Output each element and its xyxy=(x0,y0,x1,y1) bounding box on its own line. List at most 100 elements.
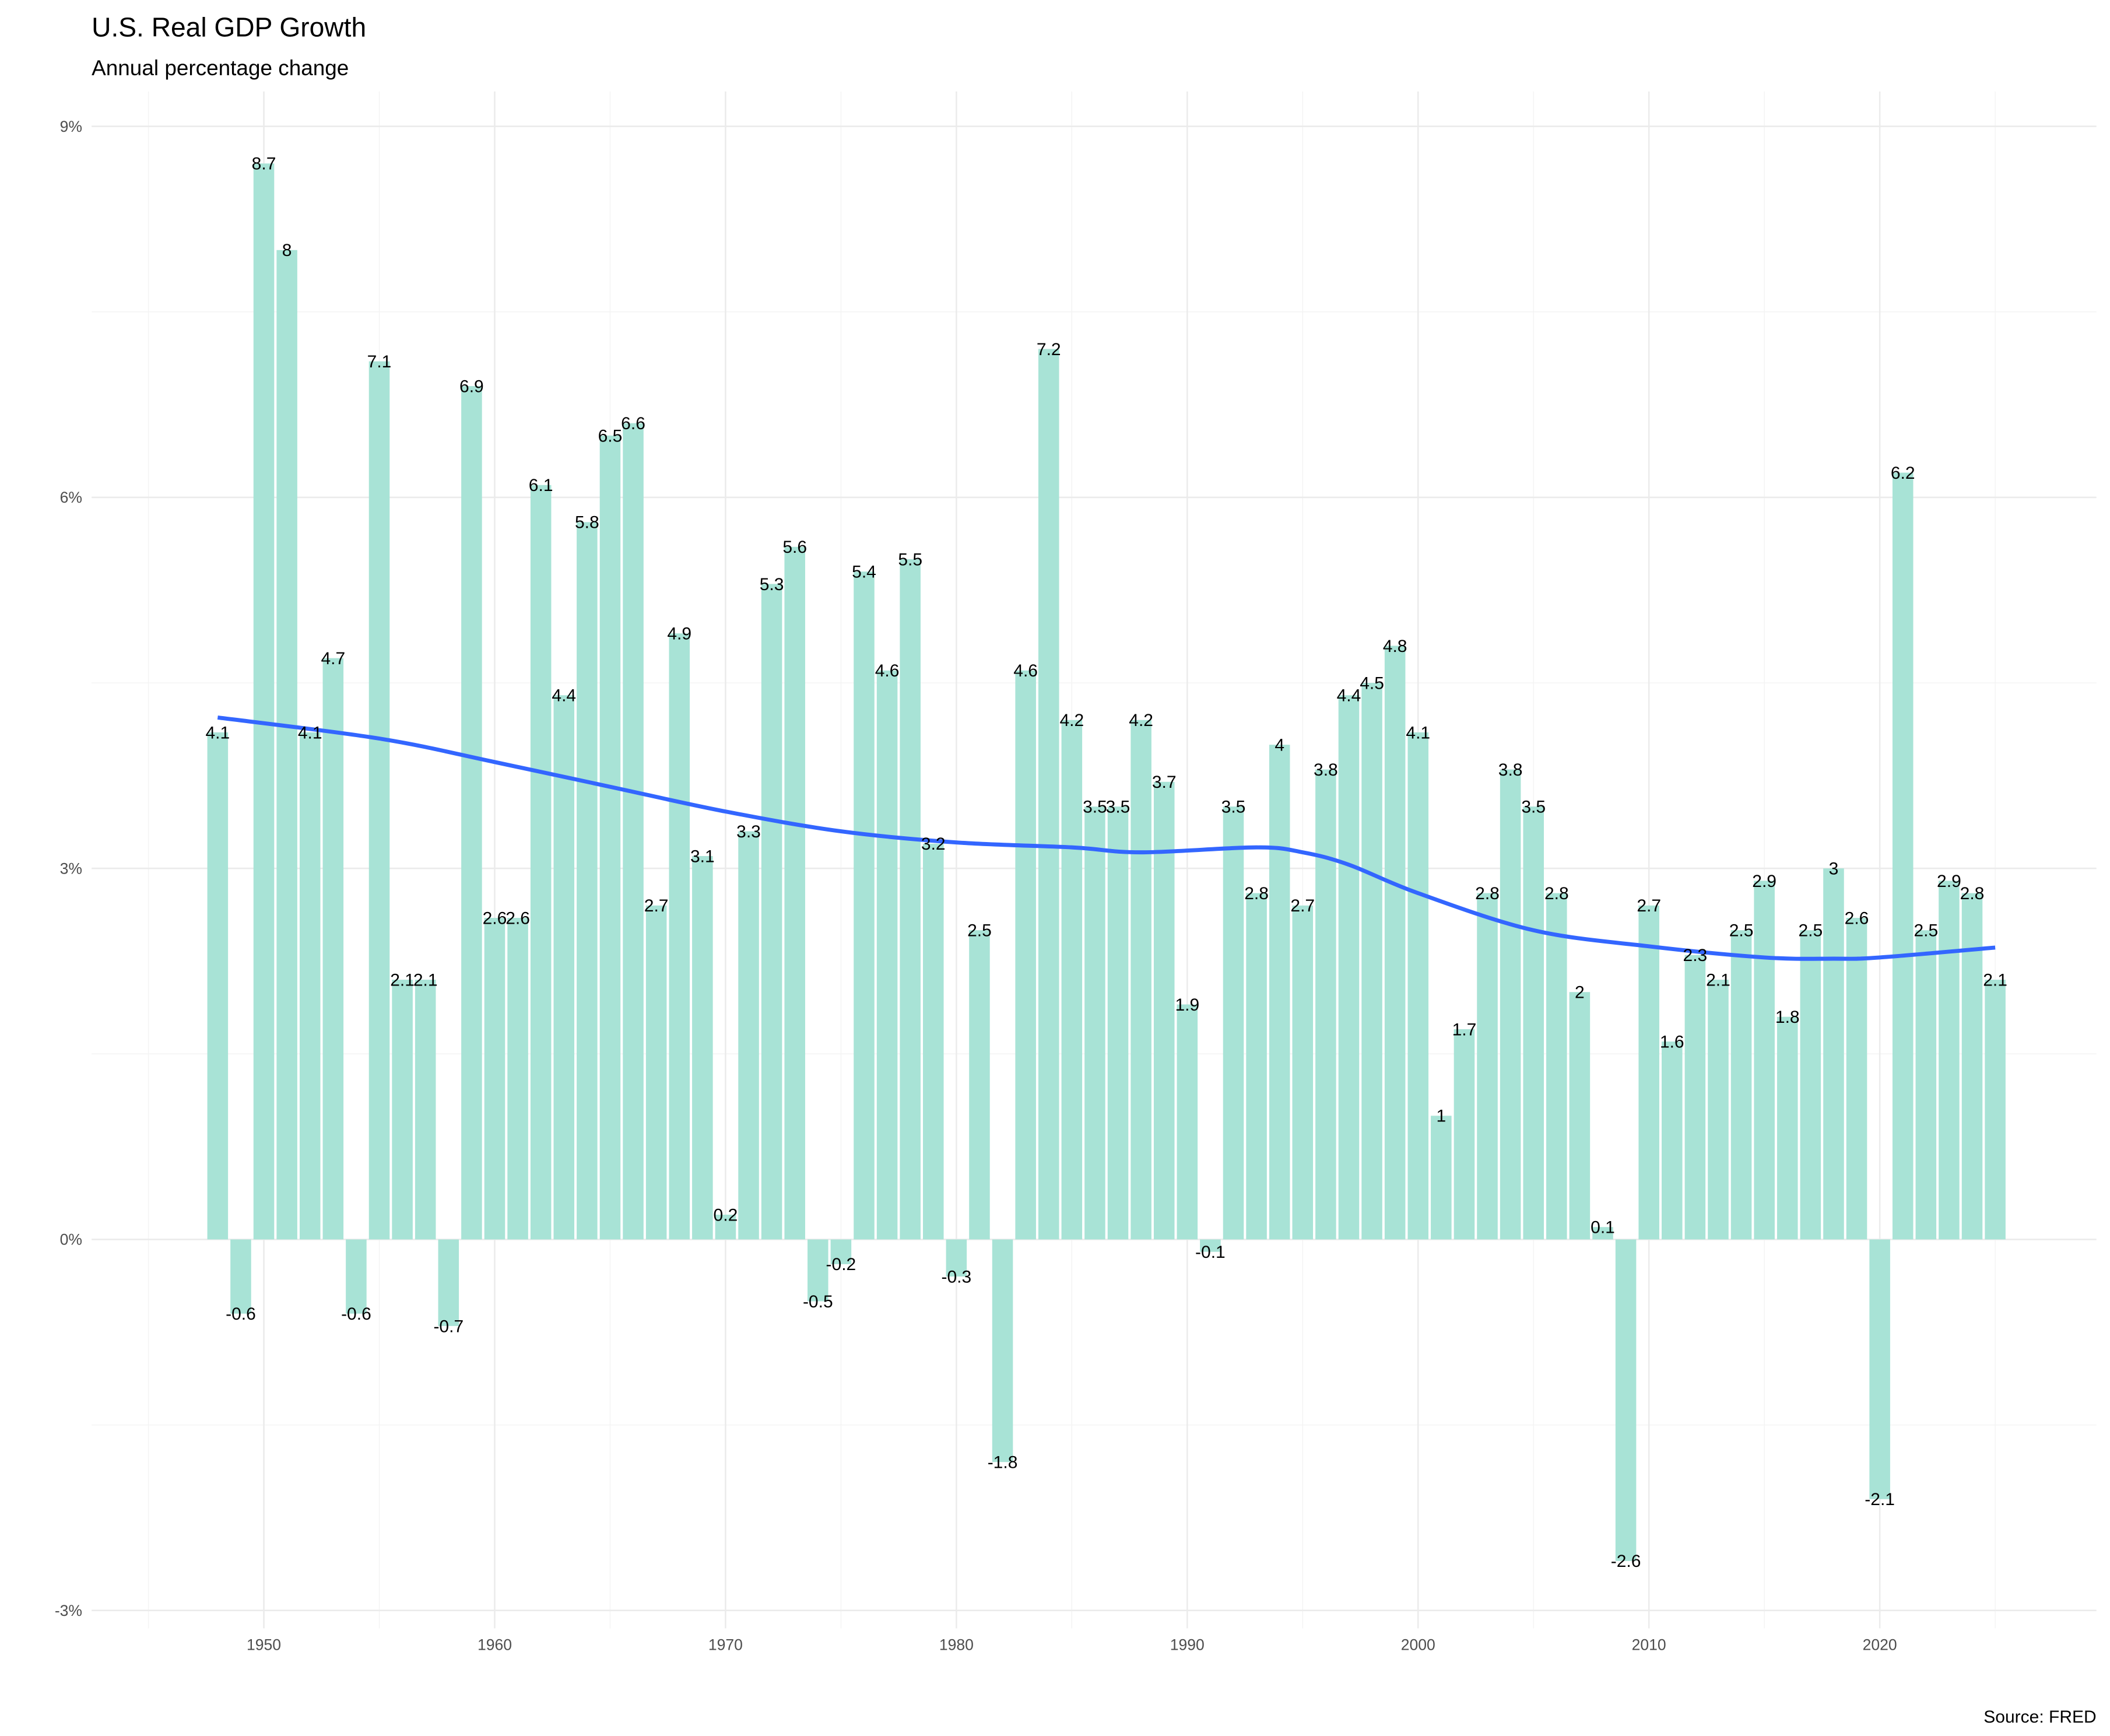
data-label: 6.5 xyxy=(598,426,623,446)
x-tick-label: 1950 xyxy=(247,1636,281,1653)
grid xyxy=(92,91,2097,1629)
data-label: 4.4 xyxy=(552,686,576,706)
data-label: -0.6 xyxy=(341,1304,371,1324)
bar xyxy=(1985,980,2006,1240)
bar xyxy=(1823,868,1844,1240)
data-label: 2.8 xyxy=(1475,884,1500,903)
data-label: 3.5 xyxy=(1521,798,1546,817)
bar xyxy=(1407,732,1429,1240)
x-tick-label: 1960 xyxy=(478,1636,512,1653)
data-label: 2.1 xyxy=(390,970,415,990)
data-label: 7.2 xyxy=(1037,340,1061,359)
data-label: -0.5 xyxy=(803,1292,833,1311)
bar xyxy=(484,918,505,1240)
data-label: 2.9 xyxy=(1937,872,1961,891)
bar xyxy=(1939,881,1960,1240)
data-label: 2.6 xyxy=(505,909,530,928)
data-label: -0.1 xyxy=(1195,1243,1226,1262)
data-label: 5.3 xyxy=(760,575,784,594)
bar xyxy=(761,584,782,1240)
bar xyxy=(1269,745,1290,1240)
data-label: -0.6 xyxy=(226,1304,256,1324)
data-label: 4.5 xyxy=(1360,674,1384,693)
data-label: 4.1 xyxy=(1406,723,1430,742)
chart-title: U.S. Real GDP Growth xyxy=(92,12,366,42)
data-labels: 4.1-0.68.784.14.7-0.67.12.12.1-0.76.92.6… xyxy=(205,155,2007,1572)
data-label: 2.5 xyxy=(1729,921,1754,941)
data-label: 4.9 xyxy=(667,625,691,644)
data-label: 6.1 xyxy=(529,476,553,495)
x-tick-label: 1990 xyxy=(1170,1636,1205,1653)
data-label: 4.7 xyxy=(321,649,345,668)
bar xyxy=(1038,349,1059,1240)
data-label: 2.5 xyxy=(967,921,992,941)
bar xyxy=(1131,720,1151,1240)
bar xyxy=(230,1239,251,1314)
bar xyxy=(692,855,713,1240)
bar xyxy=(1246,893,1267,1240)
bar xyxy=(738,831,759,1240)
data-label: 4.6 xyxy=(1013,661,1038,681)
data-label: 2.5 xyxy=(1798,921,1823,941)
data-label: 2.8 xyxy=(1544,884,1569,903)
bar xyxy=(1638,905,1659,1240)
bar xyxy=(1730,930,1752,1240)
data-label: 8.7 xyxy=(252,155,276,174)
bar xyxy=(438,1239,459,1326)
bar xyxy=(1546,893,1567,1240)
bar xyxy=(1800,930,1821,1240)
data-label: 0.2 xyxy=(714,1205,738,1225)
bar xyxy=(1338,695,1360,1240)
bar xyxy=(900,559,921,1240)
data-label: -0.3 xyxy=(942,1267,972,1286)
bar xyxy=(1384,646,1406,1240)
data-label: 6.6 xyxy=(621,414,645,433)
data-label: 4.1 xyxy=(205,723,230,742)
bar xyxy=(1061,720,1083,1240)
data-label: 8 xyxy=(282,241,292,260)
bar xyxy=(1315,769,1336,1240)
bar xyxy=(1015,670,1036,1240)
bar xyxy=(1915,930,1937,1240)
bar xyxy=(322,658,344,1240)
bar xyxy=(669,633,690,1240)
chart-caption: Source: FRED xyxy=(1983,1707,2096,1727)
y-tick-label: 0% xyxy=(60,1231,82,1248)
data-label: -1.8 xyxy=(988,1453,1018,1472)
bar xyxy=(577,522,598,1240)
data-label: 2.5 xyxy=(1914,921,1938,941)
bar xyxy=(969,930,990,1240)
data-label: 4 xyxy=(1275,735,1284,755)
bar xyxy=(715,1215,736,1240)
bar xyxy=(1592,1227,1613,1240)
bar xyxy=(1684,955,1706,1240)
data-label: 2.7 xyxy=(1637,896,1661,916)
data-label: 2.6 xyxy=(483,909,507,928)
bar xyxy=(1431,1116,1452,1240)
bars xyxy=(207,163,2006,1561)
bar xyxy=(1223,806,1244,1240)
data-label: 3.5 xyxy=(1083,798,1107,817)
data-label: 4.1 xyxy=(298,723,322,742)
bar xyxy=(1754,881,1775,1240)
data-label: 7.1 xyxy=(367,352,392,371)
data-label: 3.2 xyxy=(921,834,946,854)
data-label: -0.2 xyxy=(826,1255,856,1274)
bar xyxy=(346,1239,367,1314)
bar xyxy=(1084,806,1105,1240)
bar xyxy=(1200,1239,1221,1252)
data-label: 2.9 xyxy=(1752,872,1777,891)
bar xyxy=(1177,1004,1198,1240)
data-label: 2.8 xyxy=(1244,884,1269,903)
bar xyxy=(368,361,390,1240)
data-label: 1.8 xyxy=(1775,1008,1800,1027)
axis-ticks: -3% 0% 3% 6% 9% 1950 1960 1970 1980 1990 2000 2010 2… xyxy=(55,118,1897,1653)
bar xyxy=(1777,1016,1798,1240)
bar xyxy=(623,423,644,1240)
bar xyxy=(830,1239,852,1264)
data-label: 1.9 xyxy=(1175,995,1199,1015)
data-label: 4.2 xyxy=(1129,711,1153,730)
x-tick-label: 2020 xyxy=(1863,1636,1897,1653)
bar xyxy=(253,163,275,1240)
